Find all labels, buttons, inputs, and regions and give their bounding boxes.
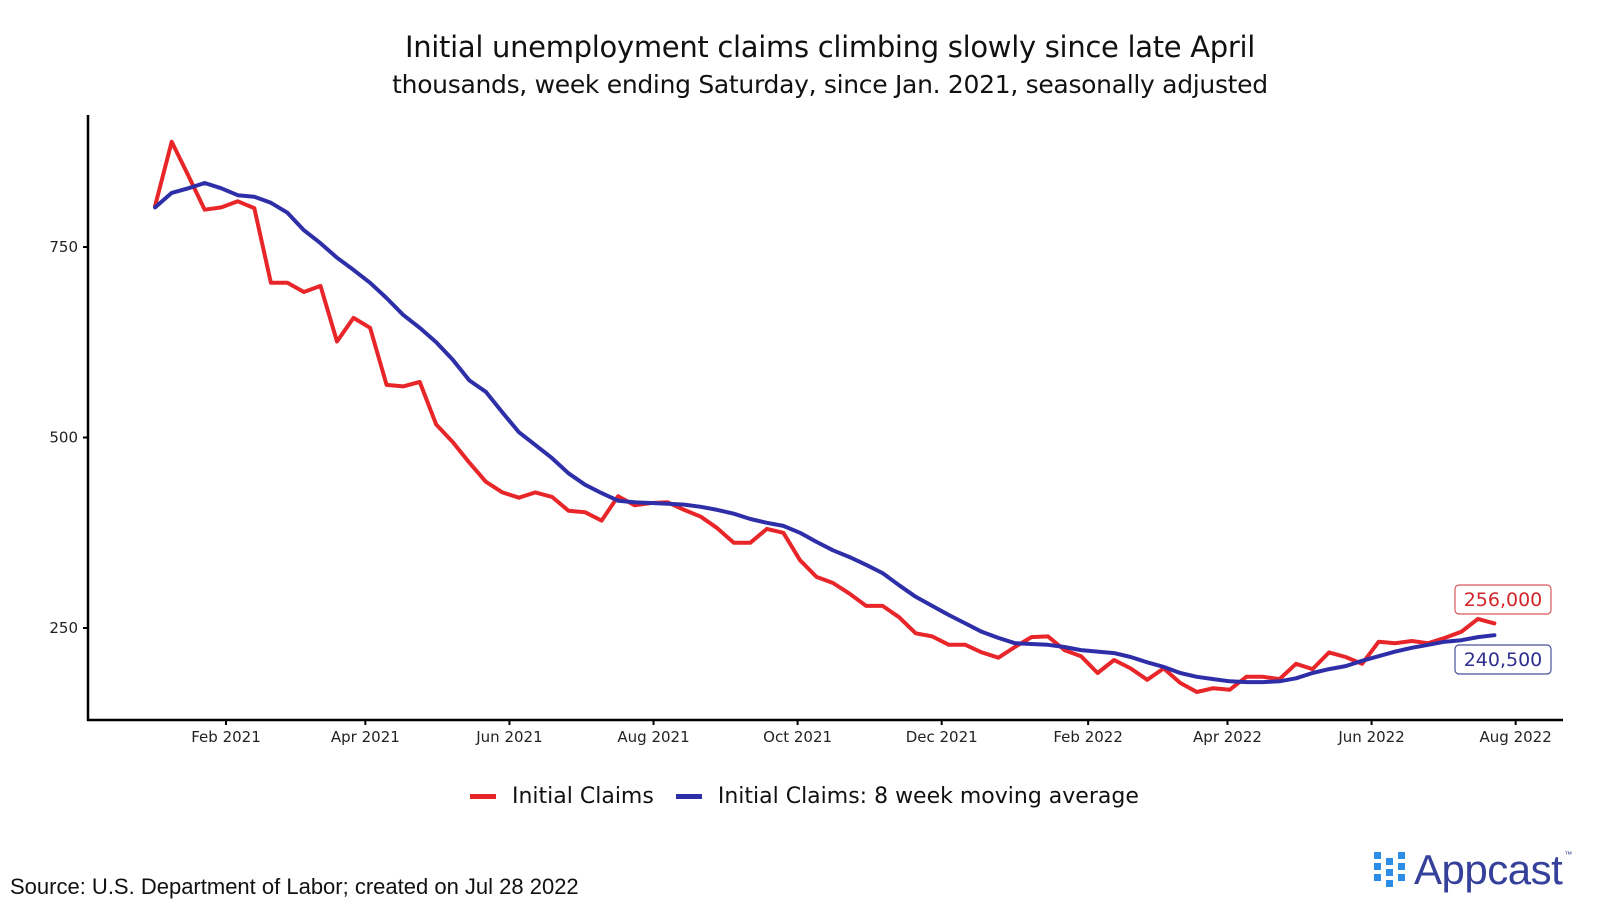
x-tick-label: Apr 2022 (1193, 728, 1262, 746)
end-label-moving-average: 240,500 (1454, 644, 1552, 675)
x-tick-label: Oct 2021 (763, 728, 832, 746)
legend: Initial Claims Initial Claims: 8 week mo… (470, 784, 1161, 809)
appcast-logo-text: Appcast (1414, 846, 1563, 893)
appcast-logo: Appcast ™ (1374, 848, 1572, 892)
series-line-moving-average (153, 181, 1497, 685)
end-label-box (1454, 644, 1552, 675)
end-label-text: 240,500 (1464, 649, 1543, 671)
legend-label: Initial Claims (512, 784, 654, 809)
series-line-initial-claims (153, 139, 1497, 694)
y-tick-label: 500 (49, 429, 78, 447)
x-tick-label: Dec 2021 (906, 728, 978, 746)
chart-subtitle: thousands, week ending Saturday, since J… (392, 70, 1268, 99)
x-tick-label: Aug 2022 (1480, 728, 1552, 746)
source-note: Source: U.S. Department of Labor; create… (10, 874, 579, 899)
x-tick-label: Feb 2022 (1053, 728, 1123, 746)
end-label-box (1454, 584, 1552, 615)
legend-label: Initial Claims: 8 week moving average (717, 784, 1139, 809)
x-tick-label: Jun 2022 (1337, 728, 1404, 746)
x-tick-label: Feb 2021 (191, 728, 261, 746)
end-label-text: 256,000 (1464, 589, 1543, 611)
trademark-symbol: ™ (1564, 850, 1573, 859)
legend-item-moving-average: Initial Claims: 8 week moving average (675, 784, 1139, 809)
end-labels: 256,000 240,500 (1454, 584, 1552, 675)
legend-swatch-red (470, 794, 496, 799)
axes: 250 500 750 Feb 2021 Apr 2021 Jun 2021 Aug 202… (49, 115, 1563, 746)
end-label-initial-claims: 256,000 (1454, 584, 1552, 615)
legend-swatch-blue (675, 794, 702, 799)
x-tick-label: Jun 2021 (475, 728, 542, 746)
x-tick-label: Aug 2021 (617, 728, 689, 746)
chart-title: Initial unemployment claims climbing slo… (404, 30, 1256, 64)
y-tick-label: 250 (49, 619, 78, 637)
y-tick-label: 750 (49, 238, 78, 256)
appcast-logo-icon (1374, 852, 1408, 892)
legend-item-initial-claims: Initial Claims (470, 784, 654, 809)
series-layer (153, 139, 1497, 694)
x-tick-label: Apr 2021 (331, 728, 400, 746)
